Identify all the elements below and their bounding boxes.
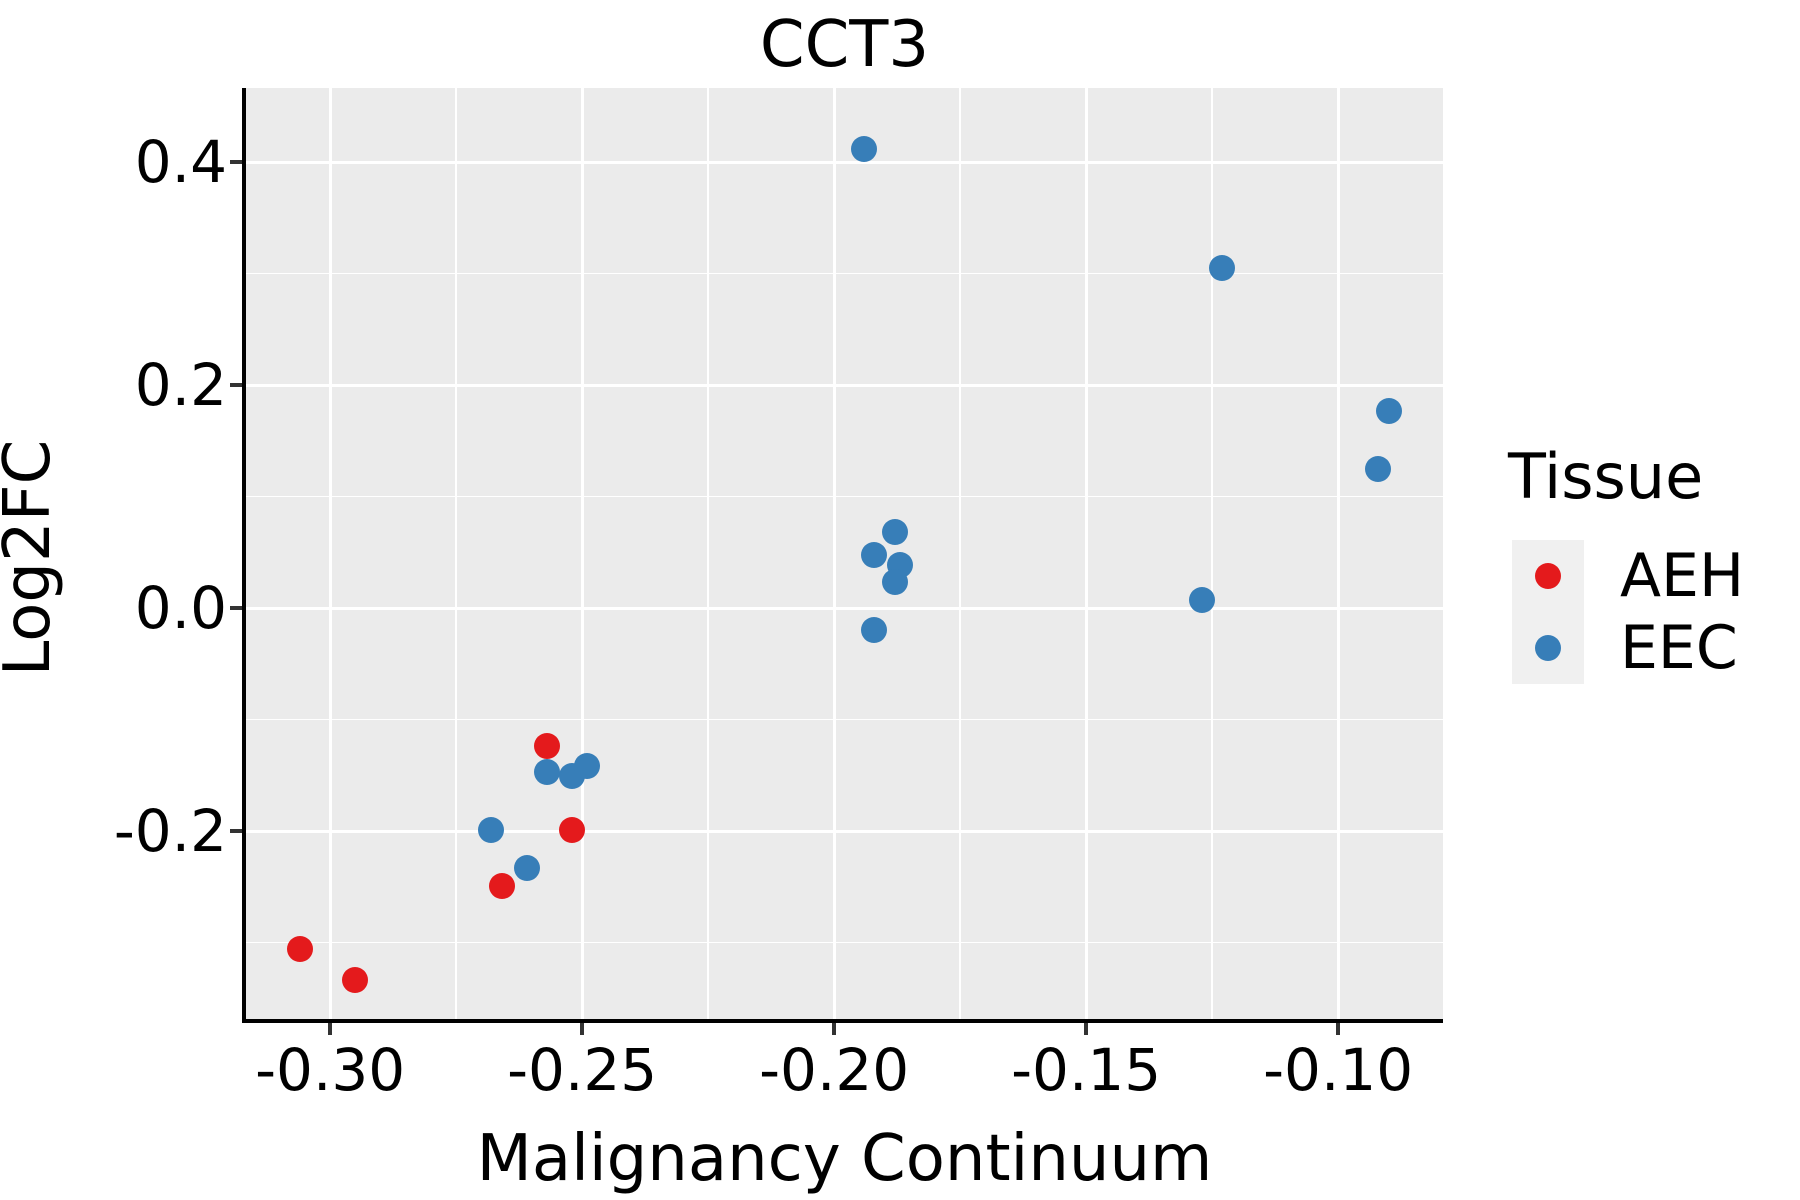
y-minor-gridline bbox=[246, 495, 1443, 498]
data-point-eec bbox=[861, 617, 888, 644]
plot-panel bbox=[246, 88, 1443, 1019]
legend-label-aeh: AEH bbox=[1620, 541, 1745, 611]
plot-title: CCT3 bbox=[759, 8, 930, 82]
y-minor-gridline bbox=[246, 272, 1443, 275]
x-major-gridline bbox=[1336, 88, 1340, 1019]
x-minor-gridline bbox=[959, 88, 961, 1019]
y-major-gridline bbox=[246, 829, 1443, 833]
data-point-eec bbox=[478, 816, 505, 843]
data-point-eec bbox=[881, 519, 908, 546]
y-minor-gridline bbox=[246, 718, 1443, 721]
x-major-gridline bbox=[1084, 88, 1088, 1019]
data-point-eec bbox=[533, 758, 560, 785]
x-tick-mark bbox=[1084, 1023, 1089, 1035]
data-point-aeh bbox=[488, 872, 515, 899]
data-point-eec bbox=[851, 135, 878, 162]
data-point-aeh bbox=[533, 733, 560, 760]
data-point-aeh bbox=[342, 967, 369, 994]
x-tick-label: -0.15 bbox=[1011, 1036, 1162, 1104]
legend-items: AEH EEC bbox=[1512, 540, 1772, 684]
y-minor-gridline bbox=[246, 941, 1443, 944]
x-minor-gridline bbox=[455, 88, 457, 1019]
y-major-gridline bbox=[246, 383, 1443, 387]
data-point-eec bbox=[1365, 455, 1392, 482]
aeh-point-icon bbox=[1535, 563, 1561, 589]
legend-item-eec: EEC bbox=[1512, 612, 1772, 684]
x-tick-label: -0.20 bbox=[759, 1036, 910, 1104]
y-tick-mark bbox=[230, 383, 242, 388]
y-tick-label: 0.0 bbox=[134, 574, 227, 643]
legend: Tissue AEH EEC bbox=[1508, 440, 1744, 684]
y-tick-label: 0.4 bbox=[134, 128, 227, 197]
data-point-aeh bbox=[286, 936, 313, 963]
x-major-gridline bbox=[580, 88, 584, 1019]
y-tick-label: -0.2 bbox=[113, 797, 227, 866]
x-tick-mark bbox=[1336, 1023, 1341, 1035]
data-point-eec bbox=[1375, 397, 1402, 424]
x-axis-label: Malignancy Continuum bbox=[476, 1122, 1213, 1196]
x-axis-line bbox=[242, 1019, 1443, 1023]
x-major-gridline bbox=[328, 88, 332, 1019]
y-tick-label: 0.2 bbox=[134, 351, 227, 420]
data-point-eec bbox=[1189, 587, 1216, 614]
data-point-eec bbox=[861, 541, 888, 568]
y-tick-mark bbox=[230, 160, 242, 165]
y-axis-label-text: Log2FC bbox=[0, 439, 65, 677]
data-point-eec bbox=[1209, 254, 1236, 281]
x-tick-label: -0.30 bbox=[255, 1036, 406, 1104]
legend-item-aeh: AEH bbox=[1512, 540, 1772, 612]
y-tick-mark bbox=[230, 606, 242, 611]
x-tick-mark bbox=[580, 1023, 585, 1035]
data-point-aeh bbox=[559, 816, 586, 843]
x-minor-gridline bbox=[1211, 88, 1213, 1019]
x-minor-gridline bbox=[707, 88, 709, 1019]
y-major-gridline bbox=[246, 606, 1443, 610]
data-point-eec bbox=[574, 753, 601, 780]
x-tick-label: -0.25 bbox=[507, 1036, 658, 1104]
x-tick-mark bbox=[328, 1023, 333, 1035]
x-major-gridline bbox=[832, 88, 836, 1019]
x-tick-label: -0.10 bbox=[1263, 1036, 1414, 1104]
legend-label-eec: EEC bbox=[1620, 613, 1738, 683]
y-axis-line bbox=[242, 88, 246, 1023]
legend-title: Tissue bbox=[1508, 440, 1704, 513]
x-tick-mark bbox=[832, 1023, 837, 1035]
eec-point-icon bbox=[1535, 635, 1561, 661]
y-major-gridline bbox=[246, 160, 1443, 164]
data-point-eec bbox=[881, 569, 908, 596]
data-point-eec bbox=[513, 854, 540, 881]
y-tick-mark bbox=[230, 829, 242, 834]
